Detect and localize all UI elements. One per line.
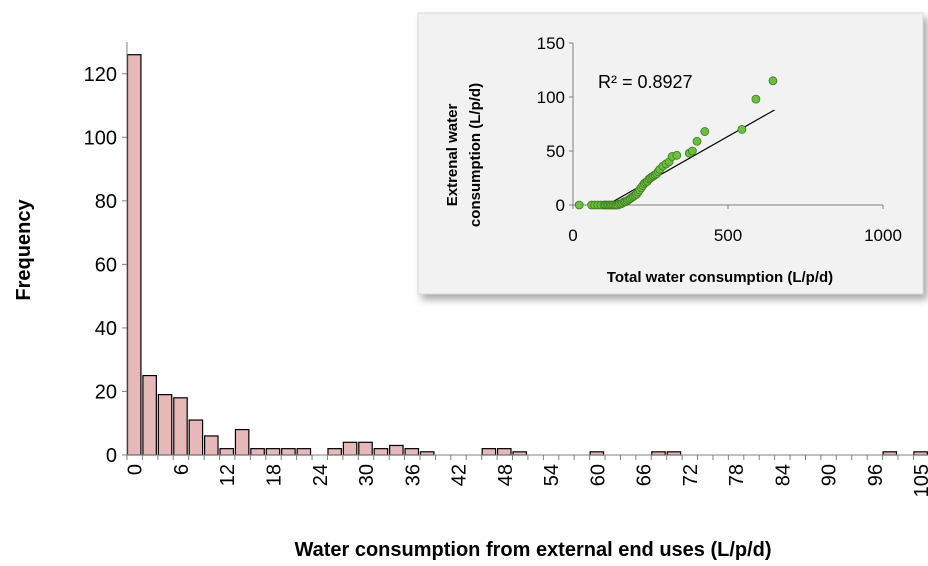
histogram-bar xyxy=(373,448,389,456)
inset-scatter: 0 50 100 150 0 500 1000 R² = 0.8927 Total wate… xyxy=(417,12,924,295)
x-tick-label: 60 xyxy=(587,464,609,486)
histogram: 0 20 40 60 80 100 120 0 6 12 18 24 30 36 42 48 54 60 66 72… xyxy=(13,42,928,561)
x-tick-label: 84 xyxy=(772,464,794,486)
x-tick-label: 42 xyxy=(449,464,471,486)
histogram-bar xyxy=(404,448,420,456)
y-tick-label: 60 xyxy=(95,254,117,276)
inset-ticks: 0 50 100 150 0 500 1000 xyxy=(537,34,902,245)
scatter-point xyxy=(737,124,747,134)
scatter-point xyxy=(574,200,584,210)
histogram-bar xyxy=(358,441,373,456)
inset-x-tick-label: 500 xyxy=(714,226,742,245)
histogram-bar xyxy=(281,448,296,456)
histogram-bars xyxy=(126,54,928,456)
scatter-point xyxy=(692,136,702,146)
x-tick-label: 12 xyxy=(217,464,239,486)
x-ticks: 0 6 12 18 24 30 36 42 48 54 60 66 72 78 84 90 96 105 xyxy=(125,455,928,497)
histogram-bar xyxy=(126,54,142,456)
x-tick-label: 72 xyxy=(680,464,702,486)
x-axis-title: Water consumption from external end uses… xyxy=(294,539,771,561)
histogram-bar xyxy=(157,394,173,456)
x-tick-label: 6 xyxy=(171,464,193,475)
y-tick-label: 40 xyxy=(95,318,117,340)
x-tick-label: 90 xyxy=(819,464,841,486)
x-tick-label: 48 xyxy=(495,464,517,486)
scatter-point xyxy=(768,76,778,86)
x-tick-label: 24 xyxy=(310,464,332,486)
histogram-bar xyxy=(265,448,281,456)
y-tick-label: 20 xyxy=(95,381,117,403)
inset-y-tick-label: 0 xyxy=(556,196,565,215)
histogram-bar xyxy=(481,448,497,456)
x-tick-label: 105 xyxy=(911,464,928,497)
y-ticks: 0 20 40 60 80 100 120 xyxy=(84,64,127,467)
y-axis-title: Frequency xyxy=(13,199,35,301)
histogram-bar xyxy=(219,448,235,456)
histogram-bar xyxy=(389,444,404,456)
histogram-bar xyxy=(188,419,204,456)
histogram-bar xyxy=(342,441,358,456)
x-tick-label: 18 xyxy=(263,464,285,486)
inset-y-axis-title-line1: Extrenal water xyxy=(444,104,461,207)
x-tick-label: 36 xyxy=(402,464,424,486)
scatter-point xyxy=(672,150,682,160)
r-squared-annotation: R² = 0.8927 xyxy=(598,72,693,92)
histogram-bar xyxy=(496,448,512,456)
inset-y-tick-label: 150 xyxy=(537,34,565,53)
inset-x-tick-label: 0 xyxy=(568,226,577,245)
x-tick-label: 0 xyxy=(125,464,147,475)
x-tick-label: 78 xyxy=(726,464,748,486)
histogram-bar xyxy=(173,397,188,456)
x-tick-label: 66 xyxy=(634,464,656,486)
scatter-point xyxy=(700,127,710,136)
histogram-bar xyxy=(204,435,219,456)
histogram-bar xyxy=(296,448,312,456)
y-tick-label: 120 xyxy=(84,64,117,86)
inset-y-tick-label: 100 xyxy=(537,88,565,107)
scatter-point xyxy=(687,146,697,156)
y-tick-label: 80 xyxy=(95,191,117,213)
inset-points xyxy=(574,76,778,210)
y-tick-label: 0 xyxy=(106,445,117,467)
histogram-bar xyxy=(327,448,342,456)
y-tick-label: 100 xyxy=(84,127,117,149)
histogram-bar xyxy=(234,428,250,456)
x-tick-label: 54 xyxy=(541,464,563,486)
x-tick-label: 30 xyxy=(356,464,378,486)
scatter-point xyxy=(751,94,761,104)
x-tick-label: 96 xyxy=(865,464,887,486)
histogram-bar xyxy=(142,374,157,456)
inset-y-tick-label: 50 xyxy=(546,142,565,161)
inset-x-axis-title: Total water consumption (L/p/d) xyxy=(607,269,833,286)
inset-x-tick-label: 1000 xyxy=(864,226,902,245)
histogram-bar xyxy=(250,448,265,456)
inset-y-axis-title-line2: consumption (L/p/d) xyxy=(467,83,484,227)
